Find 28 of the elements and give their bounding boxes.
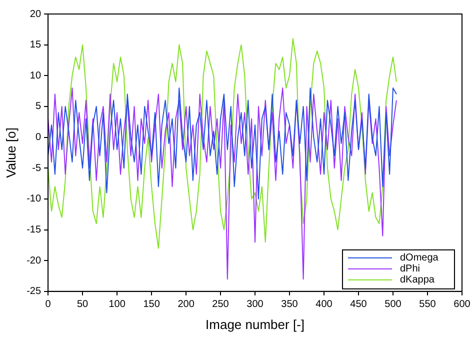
y-tick-label: -25 (26, 286, 42, 298)
y-axis-title: Value [o] (3, 128, 18, 178)
y-tick-label: -10 (26, 194, 42, 205)
x-tick-label: 600 (454, 299, 471, 310)
x-tick-label: 300 (246, 299, 264, 310)
legend-label: dPhi (400, 264, 420, 275)
y-tick-label: 15 (30, 40, 42, 51)
legend-label: dKappa (400, 274, 435, 286)
y-tick-label: 0 (35, 132, 42, 144)
x-tick-label: 400 (316, 299, 333, 310)
x-tick-label: 500 (384, 299, 402, 310)
x-tick-label: 150 (143, 299, 160, 310)
x-tick-label: 200 (178, 299, 195, 310)
x-tick-label: 550 (419, 299, 436, 310)
y-tick-label: -20 (26, 255, 42, 266)
y-tick-label: -15 (26, 224, 42, 236)
x-tick-label: 50 (76, 299, 89, 310)
x-tick-label: 0 (45, 299, 52, 310)
x-axis-title: Image number [-] (206, 316, 305, 332)
x-tick-label: 350 (281, 299, 298, 310)
x-tick-label: 100 (108, 299, 126, 310)
y-tick-label: -5 (32, 162, 42, 174)
x-tick-label: 250 (212, 299, 230, 310)
y-tick-label: 10 (30, 70, 42, 82)
x-tick-label: 450 (350, 299, 368, 310)
y-tick-label: 5 (35, 101, 42, 112)
legend-label: dOmega (400, 252, 439, 264)
y-tick-label: 20 (30, 8, 42, 20)
